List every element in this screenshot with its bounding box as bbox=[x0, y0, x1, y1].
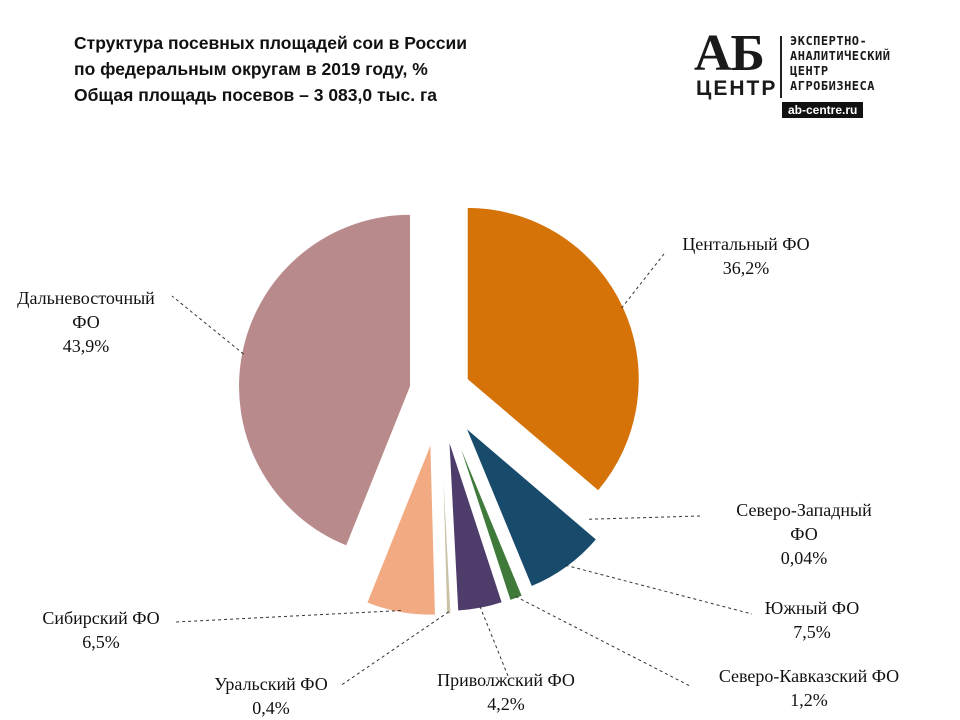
logo-ab-mark: АБ bbox=[694, 25, 765, 82]
leader-line-siberian bbox=[175, 610, 401, 623]
label-central: Центальный ФО 36,2% bbox=[650, 232, 842, 280]
logo-website: ab-centre.ru bbox=[782, 102, 864, 118]
chart-title: Структура посевных площадей сои в России… bbox=[74, 30, 594, 108]
pie-slice-northwest bbox=[459, 408, 592, 522]
label-ural: Уральский ФО 0,4% bbox=[196, 672, 346, 720]
pie-slice-siberian bbox=[366, 442, 436, 616]
leader-line-north-caucasus bbox=[515, 596, 691, 687]
title-line-3: Общая площадь посевов – 3 083,0 тыс. га bbox=[74, 85, 437, 105]
label-far-east-value: 43,9% bbox=[62, 336, 110, 356]
leader-line-south bbox=[565, 564, 753, 615]
title-line-1: Структура посевных площадей сои в России bbox=[74, 33, 467, 53]
label-volga-value: 4,2% bbox=[487, 694, 525, 714]
leader-line-northwest bbox=[589, 515, 701, 520]
label-northwest-value: 0,04% bbox=[780, 548, 828, 568]
label-far-east: Дальневосточный ФО 43,9% bbox=[0, 286, 172, 358]
label-central-name: Центальный ФО bbox=[682, 234, 810, 254]
pie-slice-ural bbox=[441, 441, 452, 615]
label-north-caucasus-name: Северо-Кавказский ФО bbox=[718, 666, 900, 686]
label-volga-name: Приволжский ФО bbox=[437, 670, 575, 690]
label-northwest-name: Северо-Западный bbox=[736, 500, 872, 520]
label-ural-value: 0,4% bbox=[252, 698, 290, 718]
label-ural-name: Уральский ФО bbox=[214, 674, 328, 694]
label-far-east-name-2: ФО bbox=[72, 312, 100, 332]
logo-line-3: ЦЕНТР bbox=[790, 64, 829, 78]
ab-centre-logo: АБ ЦЕНТР ЭКСПЕРТНО- АНАЛИТИЧЕСКИЙ ЦЕНТР … bbox=[690, 25, 935, 122]
logo-description: ЭКСПЕРТНО- АНАЛИТИЧЕСКИЙ ЦЕНТР АГРОБИЗНЕ… bbox=[790, 34, 890, 94]
logo-divider bbox=[780, 36, 782, 98]
leader-line-ural bbox=[339, 611, 449, 687]
label-south-name: Южный ФО bbox=[764, 598, 860, 618]
logo-line-2: АНАЛИТИЧЕСКИЙ bbox=[790, 49, 891, 63]
label-siberian-name: Сибирский ФО bbox=[42, 608, 160, 628]
pie-slice-central bbox=[466, 206, 640, 492]
label-northwest-name-2: ФО bbox=[790, 524, 818, 544]
label-siberian-value: 6,5% bbox=[82, 632, 120, 652]
label-north-caucasus: Северо-Кавказский ФО 1,2% bbox=[688, 664, 930, 712]
leader-line-far-east bbox=[171, 295, 244, 355]
logo-line-4: АГРОБИЗНЕСА bbox=[790, 79, 875, 93]
label-siberian: Сибирский ФО 6,5% bbox=[26, 606, 176, 654]
label-north-caucasus-value: 1,2% bbox=[790, 690, 828, 710]
title-line-2: по федеральным округам в 2019 году, % bbox=[74, 59, 428, 79]
logo-centre-word: ЦЕНТР bbox=[696, 77, 778, 100]
logo-line-1: ЭКСПЕРТНО- bbox=[790, 34, 868, 48]
label-volga: Приволжский ФО 4,2% bbox=[412, 668, 600, 716]
label-far-east-name: Дальневосточный bbox=[17, 288, 155, 308]
pie-slice-north-caucasus bbox=[456, 436, 523, 602]
pie-slice-far-east bbox=[238, 213, 412, 547]
label-northwest: Северо-Западный ФО 0,04% bbox=[706, 498, 902, 570]
label-central-value: 36,2% bbox=[722, 258, 770, 278]
leader-line-volga bbox=[479, 606, 509, 677]
label-south-value: 7,5% bbox=[793, 622, 831, 642]
pie-slice-south bbox=[465, 427, 598, 588]
label-south: Южный ФО 7,5% bbox=[742, 596, 882, 644]
